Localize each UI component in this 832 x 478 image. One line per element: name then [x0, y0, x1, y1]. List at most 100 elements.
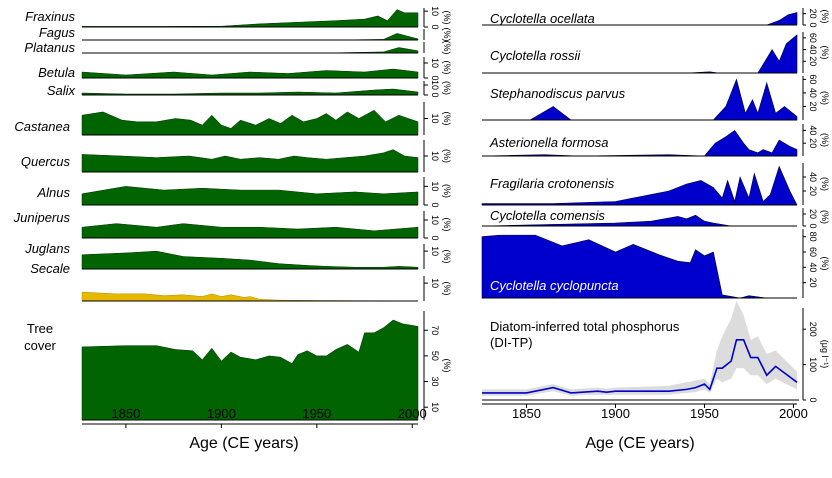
diatom-row-cyclotella-cyclopuncta: Cyclotella cyclopuncta 20 40 60 80 (%) [481, 229, 830, 299]
taxon-label: Cyclotella rossii [490, 48, 581, 63]
area-tree-cover [81, 319, 419, 421]
pollen-row-platanus: (%) Platanus [24, 40, 452, 55]
y-tick-label: 0 [808, 22, 818, 27]
y-unit-label: (%) [820, 133, 830, 147]
y-tick-label: 0 [430, 24, 440, 29]
y-tick-label: 10 [430, 278, 440, 288]
taxon-label: Betula [38, 65, 75, 80]
taxon-label: cover [24, 338, 56, 353]
pollen-row-juglans: 10 (%) Juglans [24, 241, 452, 270]
taxon-label: Stephanodiscus parvus [490, 86, 626, 101]
y-tick-label: 10 [430, 58, 440, 68]
pollen-row-fraxinus: 0 10 (%) Fraxinus [25, 6, 452, 29]
y-unit-label: (μg l⁻¹) [820, 340, 830, 368]
y-tick-label: 10 [430, 402, 440, 412]
taxon-label: Alnus [36, 185, 70, 200]
y-tick-label: 50 [430, 351, 440, 361]
y-tick-label: 40 [808, 172, 818, 182]
y-tick-label: 60 [808, 33, 818, 43]
y-tick-label: 10 [430, 181, 440, 191]
taxon-label: Cyclotella cyclopuncta [490, 278, 619, 293]
y-unit-label: (%) [820, 210, 830, 224]
pollen-row-secale: 10 (%) Secale [30, 261, 452, 302]
pollen-row-salix: 0 10 (%) Salix [47, 80, 452, 98]
area-castanea [81, 109, 419, 136]
diatom-panel: Cyclotella ocellata 020 (%)Cyclotella ross… [481, 8, 830, 421]
area-quercus [81, 149, 419, 173]
area-salix [81, 88, 419, 96]
right-x-axis-title: Age (CE years) [585, 435, 694, 452]
y-unit-label: (%) [442, 41, 452, 55]
y-unit-label: (%) [820, 91, 830, 105]
diatom-row-cyclotella-comensis: Cyclotella comensis 0 20 (%) [481, 208, 830, 229]
y-tick-label: 40 [808, 88, 818, 98]
pollen-row-castanea: 10 (%) Castanea [14, 102, 452, 136]
y-tick-label: 200 [808, 322, 818, 337]
y-unit-label: (%) [442, 61, 452, 75]
y-tick-label: 40 [808, 262, 818, 272]
y-tick-label: 40 [808, 45, 818, 55]
y-tick-label: 10 [430, 215, 440, 225]
y-tick-label: 0 [430, 235, 440, 240]
pollen-row-alnus: 0 10 (%) Alnus [36, 177, 452, 208]
y-unit-label: (%) [442, 218, 452, 232]
x-tick-label: 2000 [779, 406, 808, 421]
pollen-row-fagus: (%) Fagus [39, 25, 452, 42]
diatom-row-stephanodiscus-parvus: Stephanodiscus parvus 20 40 60(%) [482, 74, 830, 121]
y-tick-label: 0 [430, 202, 440, 207]
area-stephanodiscus-parvus [482, 78, 798, 121]
tp-line [482, 339, 798, 394]
diatom-row-diatom-inferred-total-phosphorus: Diatom-inferred total phosphorus(DI-TP) 0… [482, 300, 830, 403]
taxon-label: Fagus [39, 25, 76, 40]
left-x-axis: 1850 1900 1950 2000 [82, 406, 427, 428]
taxon-label: Asterionella formosa [489, 135, 609, 150]
taxon-label: Secale [30, 261, 70, 276]
taxon-label: Tree [27, 321, 53, 336]
x-tick-label: 2000 [398, 406, 427, 421]
y-unit-label: (%) [820, 257, 830, 271]
right-x-axis: 1850 1900 1950 2000 [482, 403, 808, 421]
y-tick-label: 60 [808, 74, 818, 84]
y-tick-label: 0 [808, 223, 818, 228]
y-unit-label: (%) [820, 46, 830, 60]
diatom-row-cyclotella-ocellata: Cyclotella ocellata 0 20 (%) [482, 8, 830, 28]
y-tick-label: 10 [430, 113, 440, 123]
y-unit-label: (%) [442, 28, 452, 42]
y-tick-label: 20 [808, 101, 818, 111]
y-tick-label: 20 [808, 9, 818, 19]
taxon-label: Cyclotella ocellata [490, 11, 595, 26]
x-tick-label: 1850 [111, 406, 140, 421]
taxon-label: Salix [47, 83, 76, 98]
y-unit-label: (%) [442, 184, 452, 198]
y-tick-label: 10 [430, 6, 440, 16]
y-tick-label: 60 [808, 247, 818, 257]
x-tick-label: 1900 [207, 406, 236, 421]
y-tick-label: 100 [808, 357, 818, 372]
y-unit-label: (%) [820, 10, 830, 24]
y-tick-label: 0 [430, 75, 440, 80]
y-unit-label: (%) [442, 81, 452, 95]
area-betula [81, 68, 419, 79]
y-unit-label: (%) [442, 112, 452, 126]
y-tick-label: 20 [808, 138, 818, 148]
y-unit-label: (%) [442, 359, 452, 373]
area-fraxinus [81, 9, 419, 28]
y-tick-label: 80 [808, 232, 818, 242]
y-tick-label: 10 [430, 151, 440, 161]
y-tick-label: 20 [808, 56, 818, 66]
x-tick-label: 1850 [512, 406, 541, 421]
x-tick-label: 1950 [690, 406, 719, 421]
y-tick-label: 20 [808, 186, 818, 196]
area-juniperus [81, 223, 419, 239]
area-juglans [81, 250, 419, 270]
diatom-row-fragilaria-crotonensis: Fragilaria crotonensis 20 40 (%) [481, 163, 830, 206]
tp-confidence-band [482, 300, 797, 396]
y-tick-label: 70 [430, 325, 440, 335]
y-unit-label: (%) [442, 149, 452, 163]
y-unit-label: (%) [820, 177, 830, 191]
tp-title-abbrev: (DI-TP) [490, 335, 533, 350]
diatom-row-asterionella-formosa: Asterionella formosa 20 40(%) [481, 124, 830, 157]
